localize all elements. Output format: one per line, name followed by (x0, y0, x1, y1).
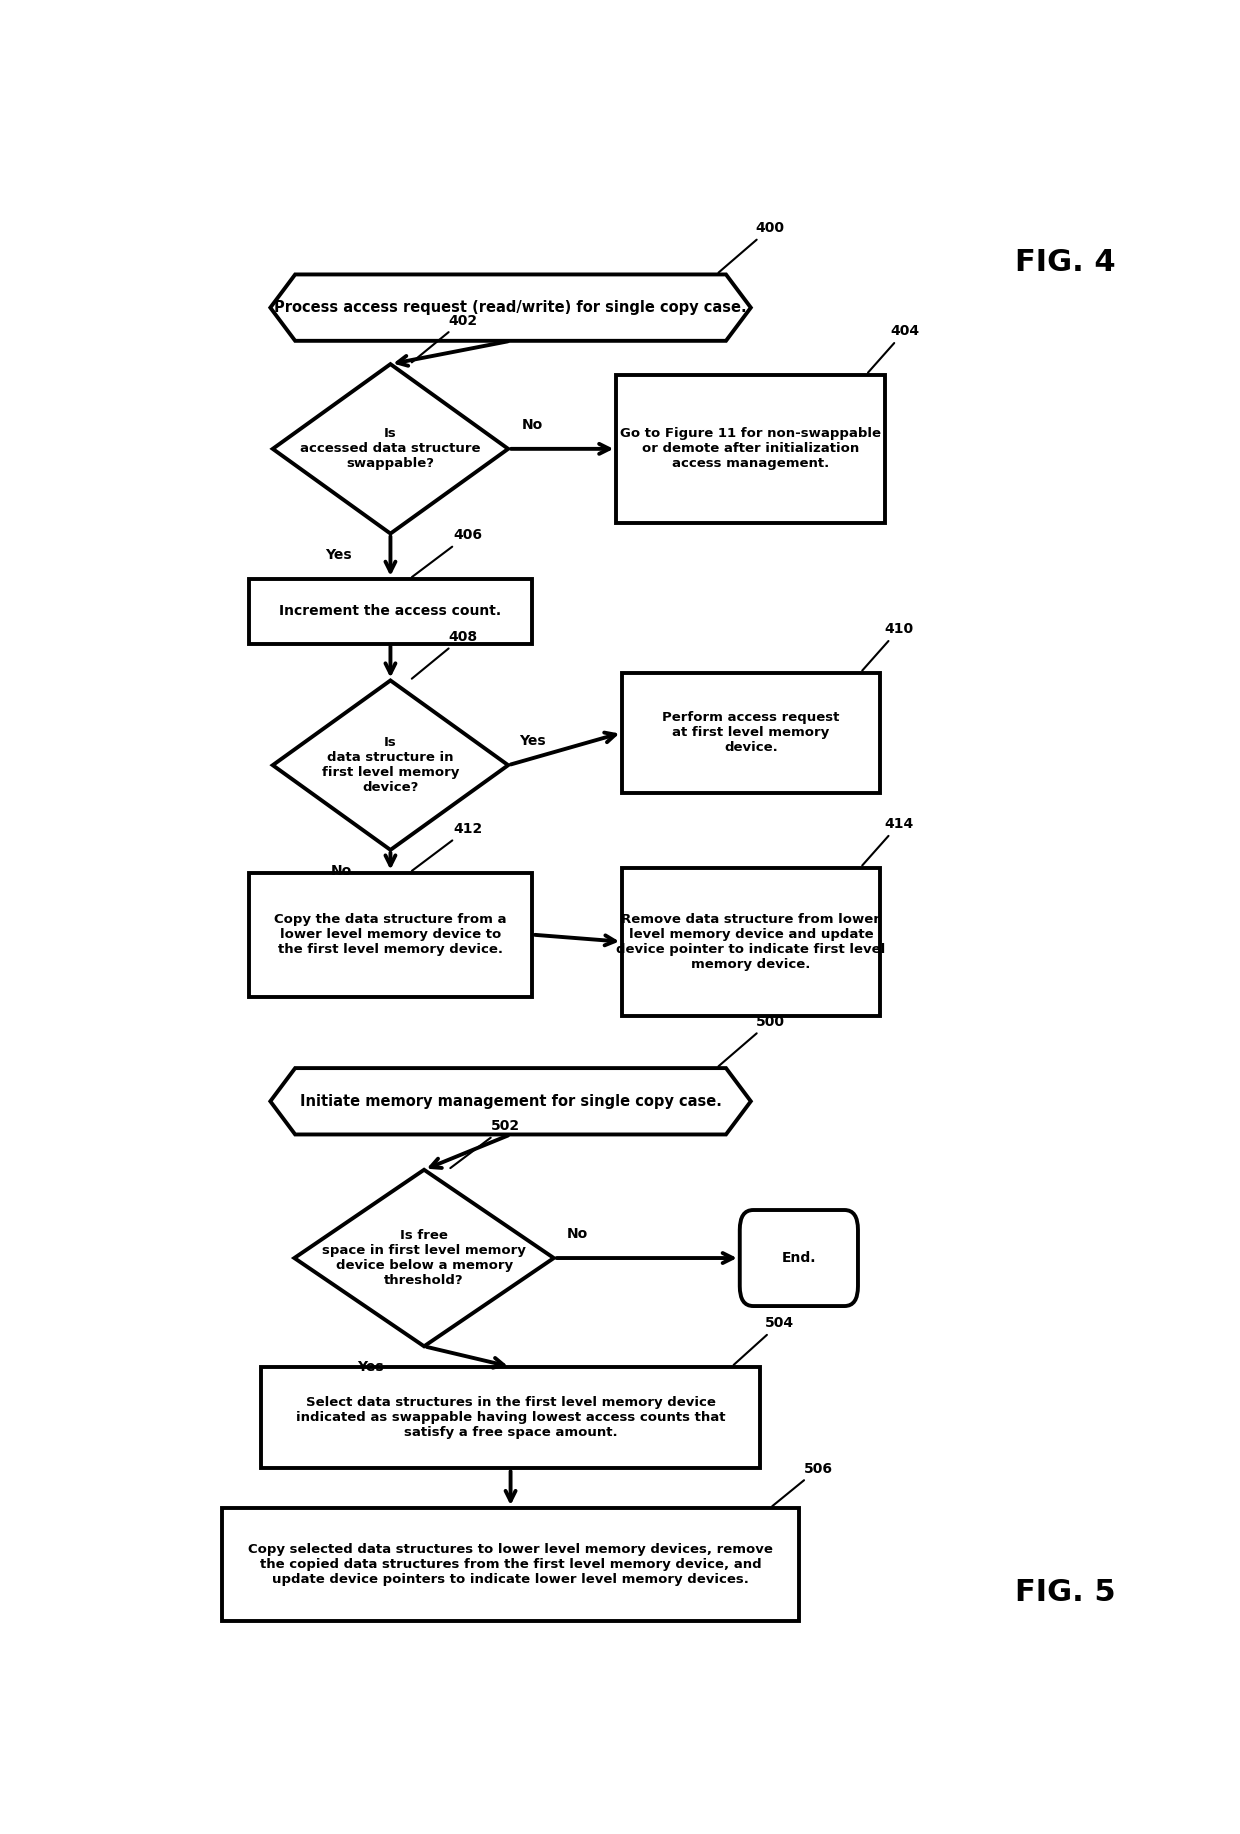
Text: 404: 404 (868, 325, 919, 372)
Text: Initiate memory management for single copy case.: Initiate memory management for single co… (300, 1093, 722, 1110)
Bar (249, 580, 532, 644)
Text: No: No (522, 418, 543, 431)
Text: Remove data structure from lower
level memory device and update
device pointer t: Remove data structure from lower level m… (616, 913, 885, 970)
Text: Yes: Yes (357, 1361, 383, 1374)
Text: 410: 410 (862, 622, 914, 671)
Polygon shape (273, 680, 508, 849)
Bar (616, 374, 885, 523)
Text: Copy the data structure from a
lower level memory device to
the first level memo: Copy the data structure from a lower lev… (274, 913, 507, 956)
Bar (222, 1508, 799, 1621)
Text: Select data structures in the first level memory device
indicated as swappable h: Select data structures in the first leve… (296, 1396, 725, 1440)
Text: 506: 506 (773, 1462, 833, 1506)
Bar (622, 673, 879, 792)
Polygon shape (273, 365, 508, 534)
Polygon shape (270, 1067, 751, 1135)
Bar (249, 873, 532, 998)
Text: Process access request (read/write) for single copy case.: Process access request (read/write) for … (274, 301, 746, 315)
Text: Perform access request
at first level memory
device.: Perform access request at first level me… (662, 712, 839, 754)
Text: 504: 504 (734, 1317, 795, 1364)
Text: 500: 500 (718, 1014, 785, 1066)
Bar (622, 867, 879, 1016)
Text: No: No (567, 1227, 589, 1242)
FancyBboxPatch shape (740, 1210, 858, 1306)
Text: 400: 400 (718, 222, 785, 273)
Text: Is
accessed data structure
swappable?: Is accessed data structure swappable? (300, 427, 481, 470)
Text: Yes: Yes (325, 548, 352, 561)
Text: Go to Figure 11 for non-swappable
or demote after initialization
access manageme: Go to Figure 11 for non-swappable or dem… (620, 427, 882, 470)
Text: 412: 412 (412, 822, 482, 871)
Text: Increment the access count.: Increment the access count. (279, 603, 501, 618)
Text: 402: 402 (412, 314, 477, 363)
Text: FIG. 5: FIG. 5 (1016, 1579, 1116, 1607)
Text: 406: 406 (412, 528, 482, 578)
Text: Is free
space in first level memory
device below a memory
threshold?: Is free space in first level memory devi… (322, 1229, 526, 1287)
Text: 414: 414 (862, 816, 914, 866)
Text: FIG. 4: FIG. 4 (1016, 248, 1116, 277)
Text: 408: 408 (412, 629, 477, 679)
Polygon shape (270, 275, 751, 341)
Text: End.: End. (781, 1251, 816, 1265)
Bar (260, 1366, 760, 1469)
Text: Copy selected data structures to lower level memory devices, remove
the copied d: Copy selected data structures to lower l… (248, 1542, 773, 1586)
Text: 502: 502 (450, 1119, 521, 1168)
Polygon shape (294, 1170, 554, 1346)
Text: Yes: Yes (518, 734, 546, 748)
Text: No: No (331, 864, 352, 878)
Text: Is
data structure in
first level memory
device?: Is data structure in first level memory … (321, 735, 459, 794)
